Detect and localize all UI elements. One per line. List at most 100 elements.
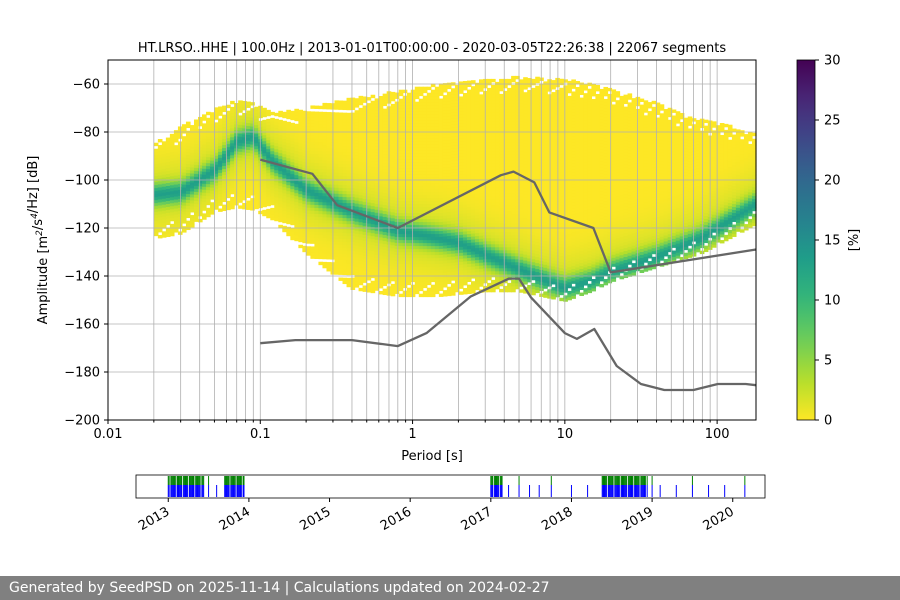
heatmap-cell — [491, 108, 496, 113]
heatmap-cell — [442, 155, 448, 159]
heatmap-cell — [487, 123, 492, 128]
heatmap-cell — [390, 265, 396, 270]
heatmap-cell — [210, 133, 215, 137]
heatmap-cell — [358, 260, 364, 265]
heatmap-cell — [527, 207, 532, 211]
heatmap-cell — [366, 202, 372, 206]
heatmap-cell — [306, 189, 311, 193]
heatmap-cell — [430, 101, 436, 106]
heatmap-cell — [515, 123, 520, 128]
heatmap-cell — [318, 249, 324, 254]
heatmap-cell — [446, 160, 452, 165]
heatmap-cell — [165, 209, 171, 213]
heatmap-cell — [169, 133, 175, 138]
heatmap-cell — [338, 148, 344, 152]
heatmap-cell — [438, 188, 444, 192]
heatmap-cell — [470, 164, 476, 168]
heatmap-cell — [226, 176, 231, 181]
heatmap-cell — [519, 151, 524, 155]
heatmap-cell — [266, 184, 271, 189]
heatmap-cell — [410, 269, 416, 274]
heatmap-cell — [181, 124, 187, 128]
heatmap-cell — [511, 258, 516, 263]
heatmap-cell — [390, 130, 396, 135]
heatmap-cell — [382, 162, 388, 167]
heatmap-cell — [410, 230, 416, 235]
heatmap-cell — [362, 219, 368, 223]
heatmap-cell — [250, 192, 255, 196]
heatmap-cell — [491, 249, 496, 254]
heatmap-cell — [326, 142, 332, 146]
heatmap-cell — [466, 149, 472, 153]
heatmap-cell — [511, 75, 516, 80]
heatmap-cell — [153, 172, 159, 177]
heatmap-cell — [503, 156, 508, 161]
heatmap-cell — [270, 129, 275, 134]
heatmap-cell — [157, 208, 163, 212]
heatmap-cell — [230, 151, 235, 156]
heatmap-cell — [527, 276, 532, 280]
heatmap-cell — [430, 260, 436, 265]
heatmap-cell — [470, 254, 476, 258]
heatmap-cell — [370, 100, 376, 105]
heatmap-cell — [458, 216, 464, 220]
heatmap-cell — [402, 125, 408, 130]
heatmap-cell — [450, 103, 456, 107]
heatmap-cell — [153, 208, 159, 213]
heatmap-cell — [414, 209, 420, 214]
heatmap-cell — [370, 94, 376, 99]
heatmap-cell — [495, 210, 500, 215]
heatmap-cell — [402, 128, 408, 133]
heatmap-cell — [402, 281, 408, 286]
heatmap-cell — [523, 125, 528, 129]
heatmap-cell — [173, 166, 179, 170]
heatmap-cell — [270, 144, 275, 149]
heatmap-cell — [418, 197, 424, 202]
heatmap-cell — [438, 83, 444, 87]
heatmap-cell — [177, 144, 183, 148]
heatmap-cell — [523, 203, 528, 207]
heatmap-cell — [286, 151, 291, 156]
heatmap-cell — [270, 213, 275, 218]
heatmap-cell — [438, 209, 444, 213]
heatmap-cell — [294, 132, 299, 137]
heatmap-cell — [527, 153, 532, 157]
heatmap-cell — [491, 192, 496, 197]
heatmap-cell — [503, 252, 508, 257]
heatmap-cell — [173, 211, 179, 215]
heatmap-cell — [446, 193, 452, 198]
heatmap-cell — [242, 178, 247, 183]
heatmap-cell — [218, 151, 223, 155]
heatmap-cell — [374, 230, 380, 234]
heatmap-cell — [418, 173, 424, 178]
heatmap-cell — [181, 196, 187, 200]
heatmap-cell — [434, 164, 440, 169]
heatmap-cell — [334, 118, 340, 122]
heatmap-cell — [374, 269, 380, 273]
heatmap-cell — [362, 186, 368, 190]
heatmap-cell — [426, 134, 432, 139]
heatmap-cell — [350, 271, 356, 275]
heatmap-cell — [450, 202, 456, 206]
heatmap-cell — [503, 132, 508, 137]
heatmap-cell — [378, 201, 384, 205]
heatmap-cell — [346, 277, 352, 282]
heatmap-cell — [286, 136, 291, 141]
heatmap-cell — [346, 154, 352, 159]
heatmap-cell — [314, 105, 320, 109]
heatmap-cell — [422, 284, 428, 289]
heatmap-cell — [189, 161, 195, 165]
heatmap-cell — [519, 157, 524, 161]
heatmap-cell — [458, 111, 464, 115]
heatmap-cell — [515, 234, 520, 239]
heatmap-cell — [382, 234, 388, 239]
heatmap-cell — [499, 105, 504, 110]
heatmap-cell — [470, 215, 476, 219]
heatmap-cell — [414, 263, 420, 268]
heatmap-cell — [153, 178, 159, 183]
heatmap-cell — [422, 170, 428, 175]
heatmap-cell — [519, 85, 524, 89]
heatmap-cell — [442, 161, 448, 165]
heatmap-cell — [338, 220, 344, 224]
heatmap-cell — [250, 204, 255, 208]
